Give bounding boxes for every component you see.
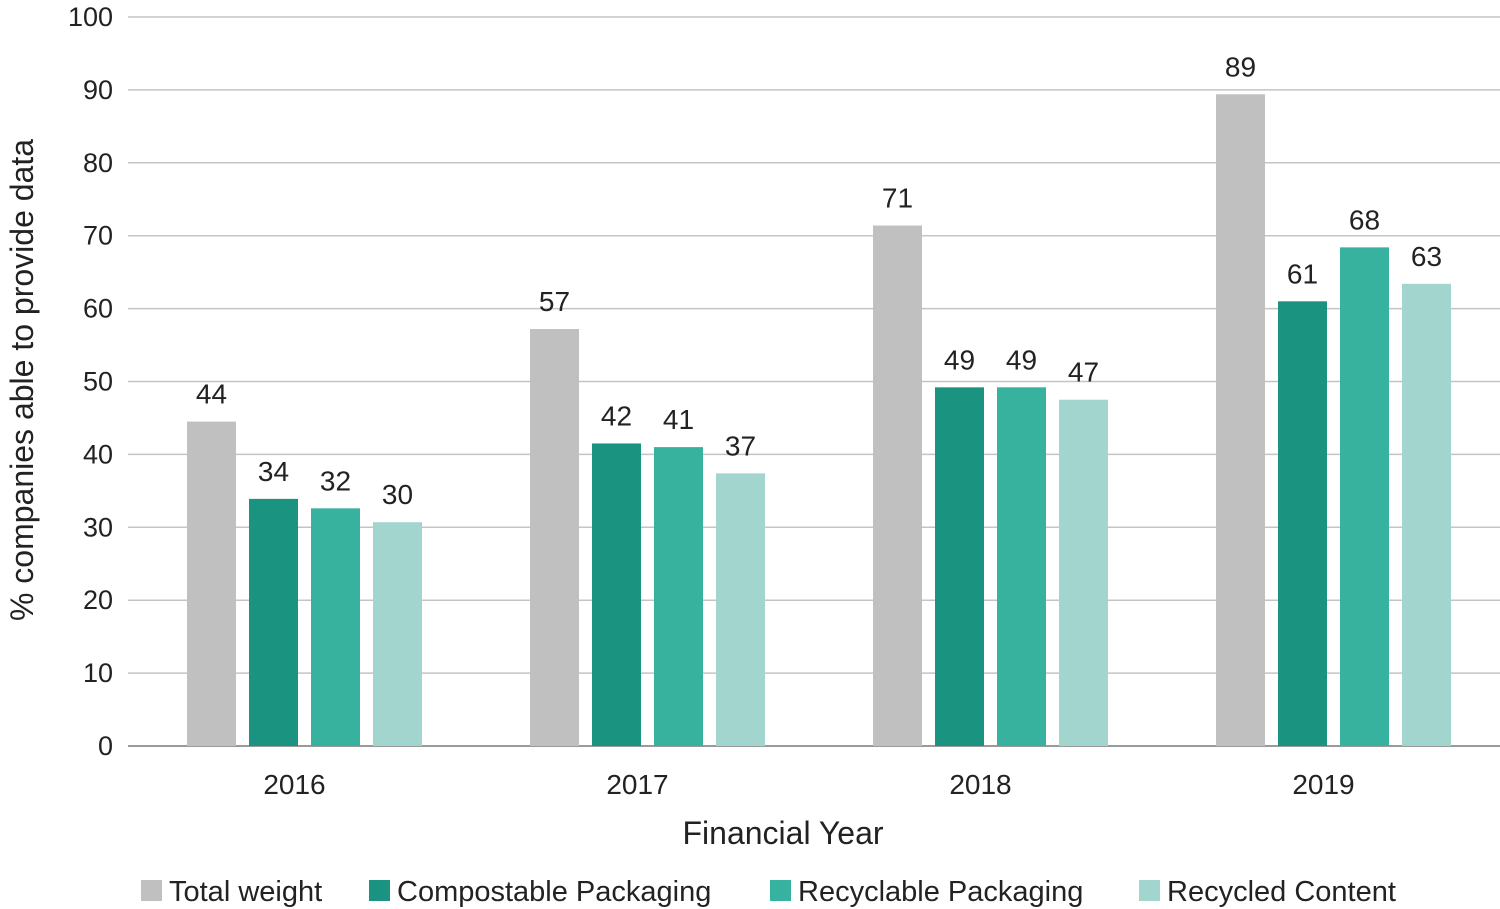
data-labels: 44 34 32 30 57 42 41 37 71 49 49 47 89 61 68 63 bbox=[196, 51, 1442, 510]
y-axis-title: % companies able to provide data bbox=[4, 139, 40, 621]
data-label: 30 bbox=[382, 479, 413, 510]
bar-2017-0 bbox=[530, 329, 579, 746]
bar-2019-3 bbox=[1402, 283, 1451, 746]
y-tick-label: 80 bbox=[83, 148, 113, 178]
data-label: 34 bbox=[258, 456, 289, 487]
bar-2017-3 bbox=[716, 473, 765, 746]
bar-2016-1 bbox=[249, 498, 298, 746]
bars bbox=[187, 94, 1451, 747]
y-tick-label: 20 bbox=[83, 585, 113, 615]
data-label: 57 bbox=[539, 286, 570, 317]
x-axis-categories: 2016 2017 2018 2019 bbox=[263, 769, 1354, 800]
legend-label: Recyclable Packaging bbox=[798, 876, 1083, 908]
x-axis-title: Financial Year bbox=[682, 815, 883, 851]
data-label: 71 bbox=[882, 182, 913, 213]
data-label: 41 bbox=[663, 404, 694, 435]
legend-swatch bbox=[1139, 880, 1160, 901]
x-category-label: 2017 bbox=[606, 769, 668, 800]
x-category-label: 2019 bbox=[1292, 769, 1354, 800]
data-label: 32 bbox=[320, 465, 351, 496]
data-label: 42 bbox=[601, 400, 632, 431]
bar-2017-2 bbox=[654, 447, 703, 746]
y-tick-label: 40 bbox=[83, 439, 113, 469]
y-tick-label: 70 bbox=[83, 221, 113, 251]
y-tick-label: 10 bbox=[83, 658, 113, 688]
bar-2018-1 bbox=[935, 387, 984, 746]
bar-2019-2 bbox=[1340, 247, 1389, 746]
legend-swatch bbox=[141, 880, 162, 901]
legend-label: Compostable Packaging bbox=[397, 876, 711, 908]
legend-label: Total weight bbox=[169, 876, 322, 908]
data-label: 61 bbox=[1287, 258, 1318, 289]
bar-2018-2 bbox=[997, 387, 1046, 746]
legend-swatch bbox=[369, 880, 390, 901]
data-label: 49 bbox=[944, 344, 975, 375]
y-tick-label: 100 bbox=[68, 2, 113, 32]
bar-2016-3 bbox=[373, 522, 422, 746]
bar-2019-0 bbox=[1216, 94, 1265, 747]
bar-2019-1 bbox=[1278, 301, 1327, 746]
bar-2017-1 bbox=[592, 443, 641, 746]
y-tick-label: 60 bbox=[83, 294, 113, 324]
bar-2016-0 bbox=[187, 421, 236, 746]
legend: Total weight Compostable Packaging Recycla… bbox=[141, 876, 1396, 908]
x-category-label: 2016 bbox=[263, 769, 325, 800]
data-label: 49 bbox=[1006, 344, 1037, 375]
y-tick-label: 90 bbox=[83, 75, 113, 105]
bar-2018-0 bbox=[873, 225, 922, 746]
y-tick-label: 0 bbox=[98, 731, 113, 761]
y-tick-label: 30 bbox=[83, 512, 113, 542]
y-tick-label: 50 bbox=[83, 367, 113, 397]
bar-2016-2 bbox=[311, 508, 360, 746]
legend-swatch bbox=[770, 880, 791, 901]
data-label: 89 bbox=[1225, 51, 1256, 82]
bar-2018-3 bbox=[1059, 399, 1108, 746]
data-label: 63 bbox=[1411, 241, 1442, 272]
data-label: 37 bbox=[725, 430, 756, 461]
data-label: 68 bbox=[1349, 204, 1380, 235]
y-axis-ticks: 0 10 20 30 40 50 60 70 80 90 100 bbox=[68, 2, 113, 761]
legend-label: Recycled Content bbox=[1167, 876, 1396, 908]
x-category-label: 2018 bbox=[949, 769, 1011, 800]
data-label: 47 bbox=[1068, 357, 1099, 388]
data-label: 44 bbox=[196, 379, 227, 410]
